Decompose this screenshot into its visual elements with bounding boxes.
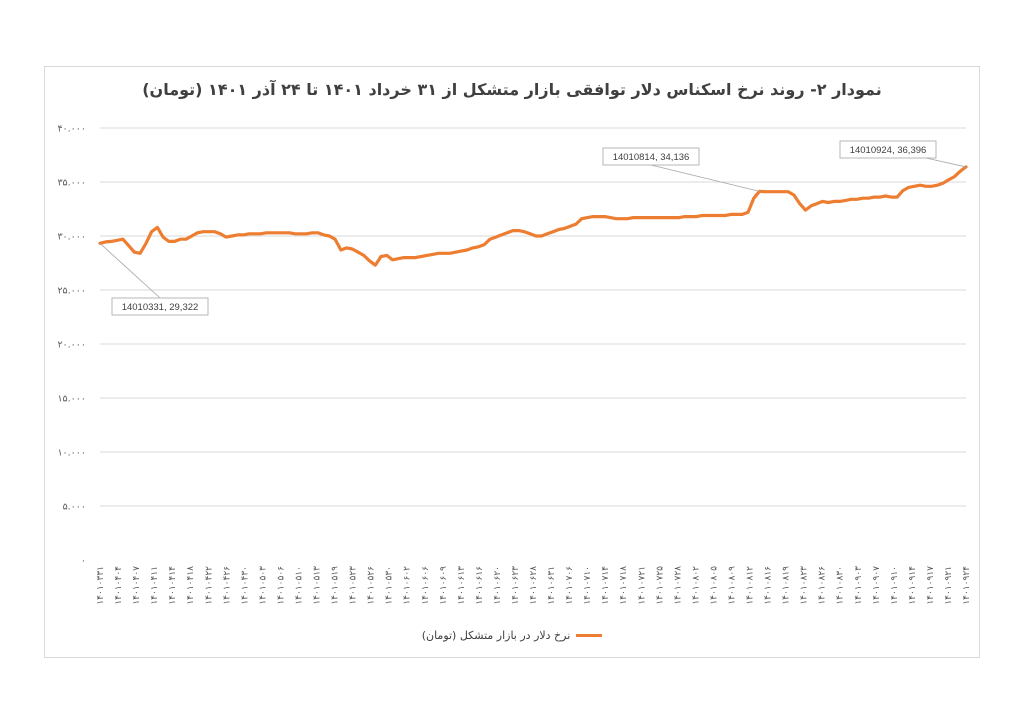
x-tick-label: ۱۴۰۱۰۹۰۳: [854, 566, 864, 605]
x-tick-label: ۱۴۰۱۰۶۰۲: [403, 566, 413, 605]
x-tick-label: ۱۴۰۱۰۵۱۳: [313, 566, 323, 605]
y-tick-label: ۳۰.۰۰۰: [57, 232, 86, 243]
x-tick-label: ۱۴۰۱۰۸۰۲: [691, 566, 701, 605]
x-tick-label: ۱۴۰۱۰۹۲۴: [962, 566, 972, 605]
x-tick-label: ۱۴۰۱۰۷۲۵: [655, 566, 665, 605]
y-tick-label: ۲۵.۰۰۰: [57, 286, 86, 297]
x-tick-label: ۱۴۰۱۰۷۰۶: [565, 566, 575, 605]
x-tick-label: ۱۴۰۱۰۸۰۵: [709, 566, 719, 605]
x-tick-label: ۱۴۰۱۰۸۲۶: [818, 566, 828, 605]
y-tick-label: ۵.۰۰۰: [63, 502, 86, 513]
x-tick-label: ۱۴۰۱۰۹۰۷: [872, 566, 882, 605]
y-tick-label: ۳۵.۰۰۰: [57, 178, 86, 189]
x-tick-label: ۱۴۰۱۰۴۱۱: [150, 566, 160, 605]
x-tick-label: ۱۴۰۱۰۶۲۳: [511, 566, 521, 605]
x-tick-label: ۱۴۰۱۰۵۲۳: [349, 566, 359, 605]
x-tick-label: ۱۴۰۱۰۵۱۹: [331, 566, 341, 605]
legend: نرخ دلار در بازار متشکل (تومان): [44, 629, 980, 642]
x-tick-label: ۱۴۰۱۰۸۱۲: [746, 566, 756, 605]
x-tick-label: ۱۴۰۱۰۴۰۴: [114, 566, 124, 605]
x-tick-label: ۱۴۰۱۰۹۱۰: [890, 566, 900, 605]
callout-mid-label: 14010814, 34,136: [613, 152, 690, 163]
x-tick-label: ۱۴۰۱۰۸۲۳: [800, 566, 810, 605]
x-tick-label: ۱۴۰۱۰۶۲۰: [493, 566, 503, 605]
callouts-group: 14010331, 29,322 14010814, 34,136 140109…: [99, 140, 967, 316]
grid-lines: [100, 127, 966, 507]
x-tick-label: ۱۴۰۱۰۶۱۳: [457, 566, 467, 605]
x-tick-label: ۱۴۰۱۰۸۳۰: [836, 566, 846, 605]
x-tick-label: ۱۴۰۱۰۶۳۱: [547, 566, 557, 605]
x-tick-label: ۱۴۰۱۰۶۰۹: [439, 566, 449, 605]
y-tick-label: ۴۰.۰۰۰: [57, 124, 86, 135]
x-tick-label: ۱۴۰۱۰۵۰۶: [276, 566, 286, 605]
x-tick-label: ۱۴۰۱۰۹۲۱: [944, 566, 954, 605]
x-tick-label: ۱۴۰۱۰۷۱۴: [601, 566, 611, 605]
legend-swatch: [576, 634, 603, 637]
callout-end: 14010924, 36,396: [839, 140, 967, 168]
callout-start: 14010331, 29,322: [99, 243, 209, 316]
y-tick-label: ۱۵.۰۰۰: [57, 394, 86, 405]
legend-label: نرخ دلار در بازار متشکل (تومان): [421, 629, 571, 642]
y-tick-label: ۱۰.۰۰۰: [57, 448, 86, 459]
x-tick-label: ۱۴۰۱۰۵۰۳: [258, 566, 268, 605]
x-tick-label: ۱۴۰۱۰۷۲۸: [673, 566, 683, 605]
x-tick-label: ۱۴۰۱۰۴۲۶: [222, 566, 232, 605]
x-tick-label: ۱۴۰۱۰۸۱۶: [764, 566, 774, 605]
chart-frame: [44, 66, 980, 658]
callout-end-label: 14010924, 36,396: [850, 145, 927, 156]
x-tick-label: ۱۴۰۱۰۴۰۷: [132, 566, 142, 605]
x-tick-label: ۱۴۰۱۰۷۱۸: [619, 566, 629, 605]
x-tick-label: ۱۴۰۱۰۵۲۶: [367, 566, 377, 605]
x-tick-label: ۱۴۰۱۰۳۳۱: [96, 566, 106, 605]
x-tick-label: ۱۴۰۱۰۶۲۸: [529, 566, 539, 605]
x-tick-label: ۱۴۰۱۰۴۱۴: [168, 566, 178, 605]
x-tick-label: ۱۴۰۱۰۹۱۷: [926, 566, 936, 605]
series-line: [98, 165, 968, 267]
x-tick-label: ۱۴۰۱۰۹۱۴: [908, 566, 918, 605]
x-tick-label: ۱۴۰۱۰۵۱۰: [294, 566, 304, 605]
x-tick-label: ۱۴۰۱۰۷۱۰: [583, 566, 593, 605]
x-tick-label: ۱۴۰۱۰۶۰۶: [421, 566, 431, 605]
chart-title: نمودار ۲- روند نرخ اسکناس دلار توافقی با…: [142, 80, 882, 99]
y-tick-label: ۲۰.۰۰۰: [57, 340, 86, 351]
x-tick-label: ۱۴۰۱۰۴۲۲: [204, 566, 214, 605]
callout-mid: 14010814, 34,136: [602, 147, 760, 192]
y-tick-label: ۰: [81, 556, 86, 567]
x-tick-label: ۱۴۰۱۰۴۱۸: [186, 566, 196, 605]
x-tick-label: ۱۴۰۱۰۸۱۹: [782, 566, 792, 605]
series-group: [98, 165, 968, 267]
x-tick-label: ۱۴۰۱۰۴۳۰: [240, 566, 250, 605]
x-tick-label: ۱۴۰۱۰۸۰۹: [727, 566, 737, 605]
y-axis-ticks: ۰ ۵.۰۰۰ ۱۰.۰۰۰ ۱۵.۰۰۰ ۲۰.۰۰۰ ۲۵.۰۰۰ ۳۰.۰۰۰ ۳۵.۰…: [57, 124, 86, 567]
x-tick-label: ۱۴۰۱۰۵۳۰: [385, 566, 395, 605]
callout-start-label: 14010331, 29,322: [122, 302, 199, 313]
x-axis-ticks: ۱۴۰۱۰۳۳۱ ۱۴۰۱۰۴۰۴ ۱۴۰۱۰۴۰۷ ۱۴۰۱۰۴۱۱ ۱۴۰۱۰۴۱۴…: [96, 566, 972, 605]
x-tick-label: ۱۴۰۱۰۶۱۶: [475, 566, 485, 605]
x-tick-label: ۱۴۰۱۰۷۲۱: [637, 566, 647, 605]
